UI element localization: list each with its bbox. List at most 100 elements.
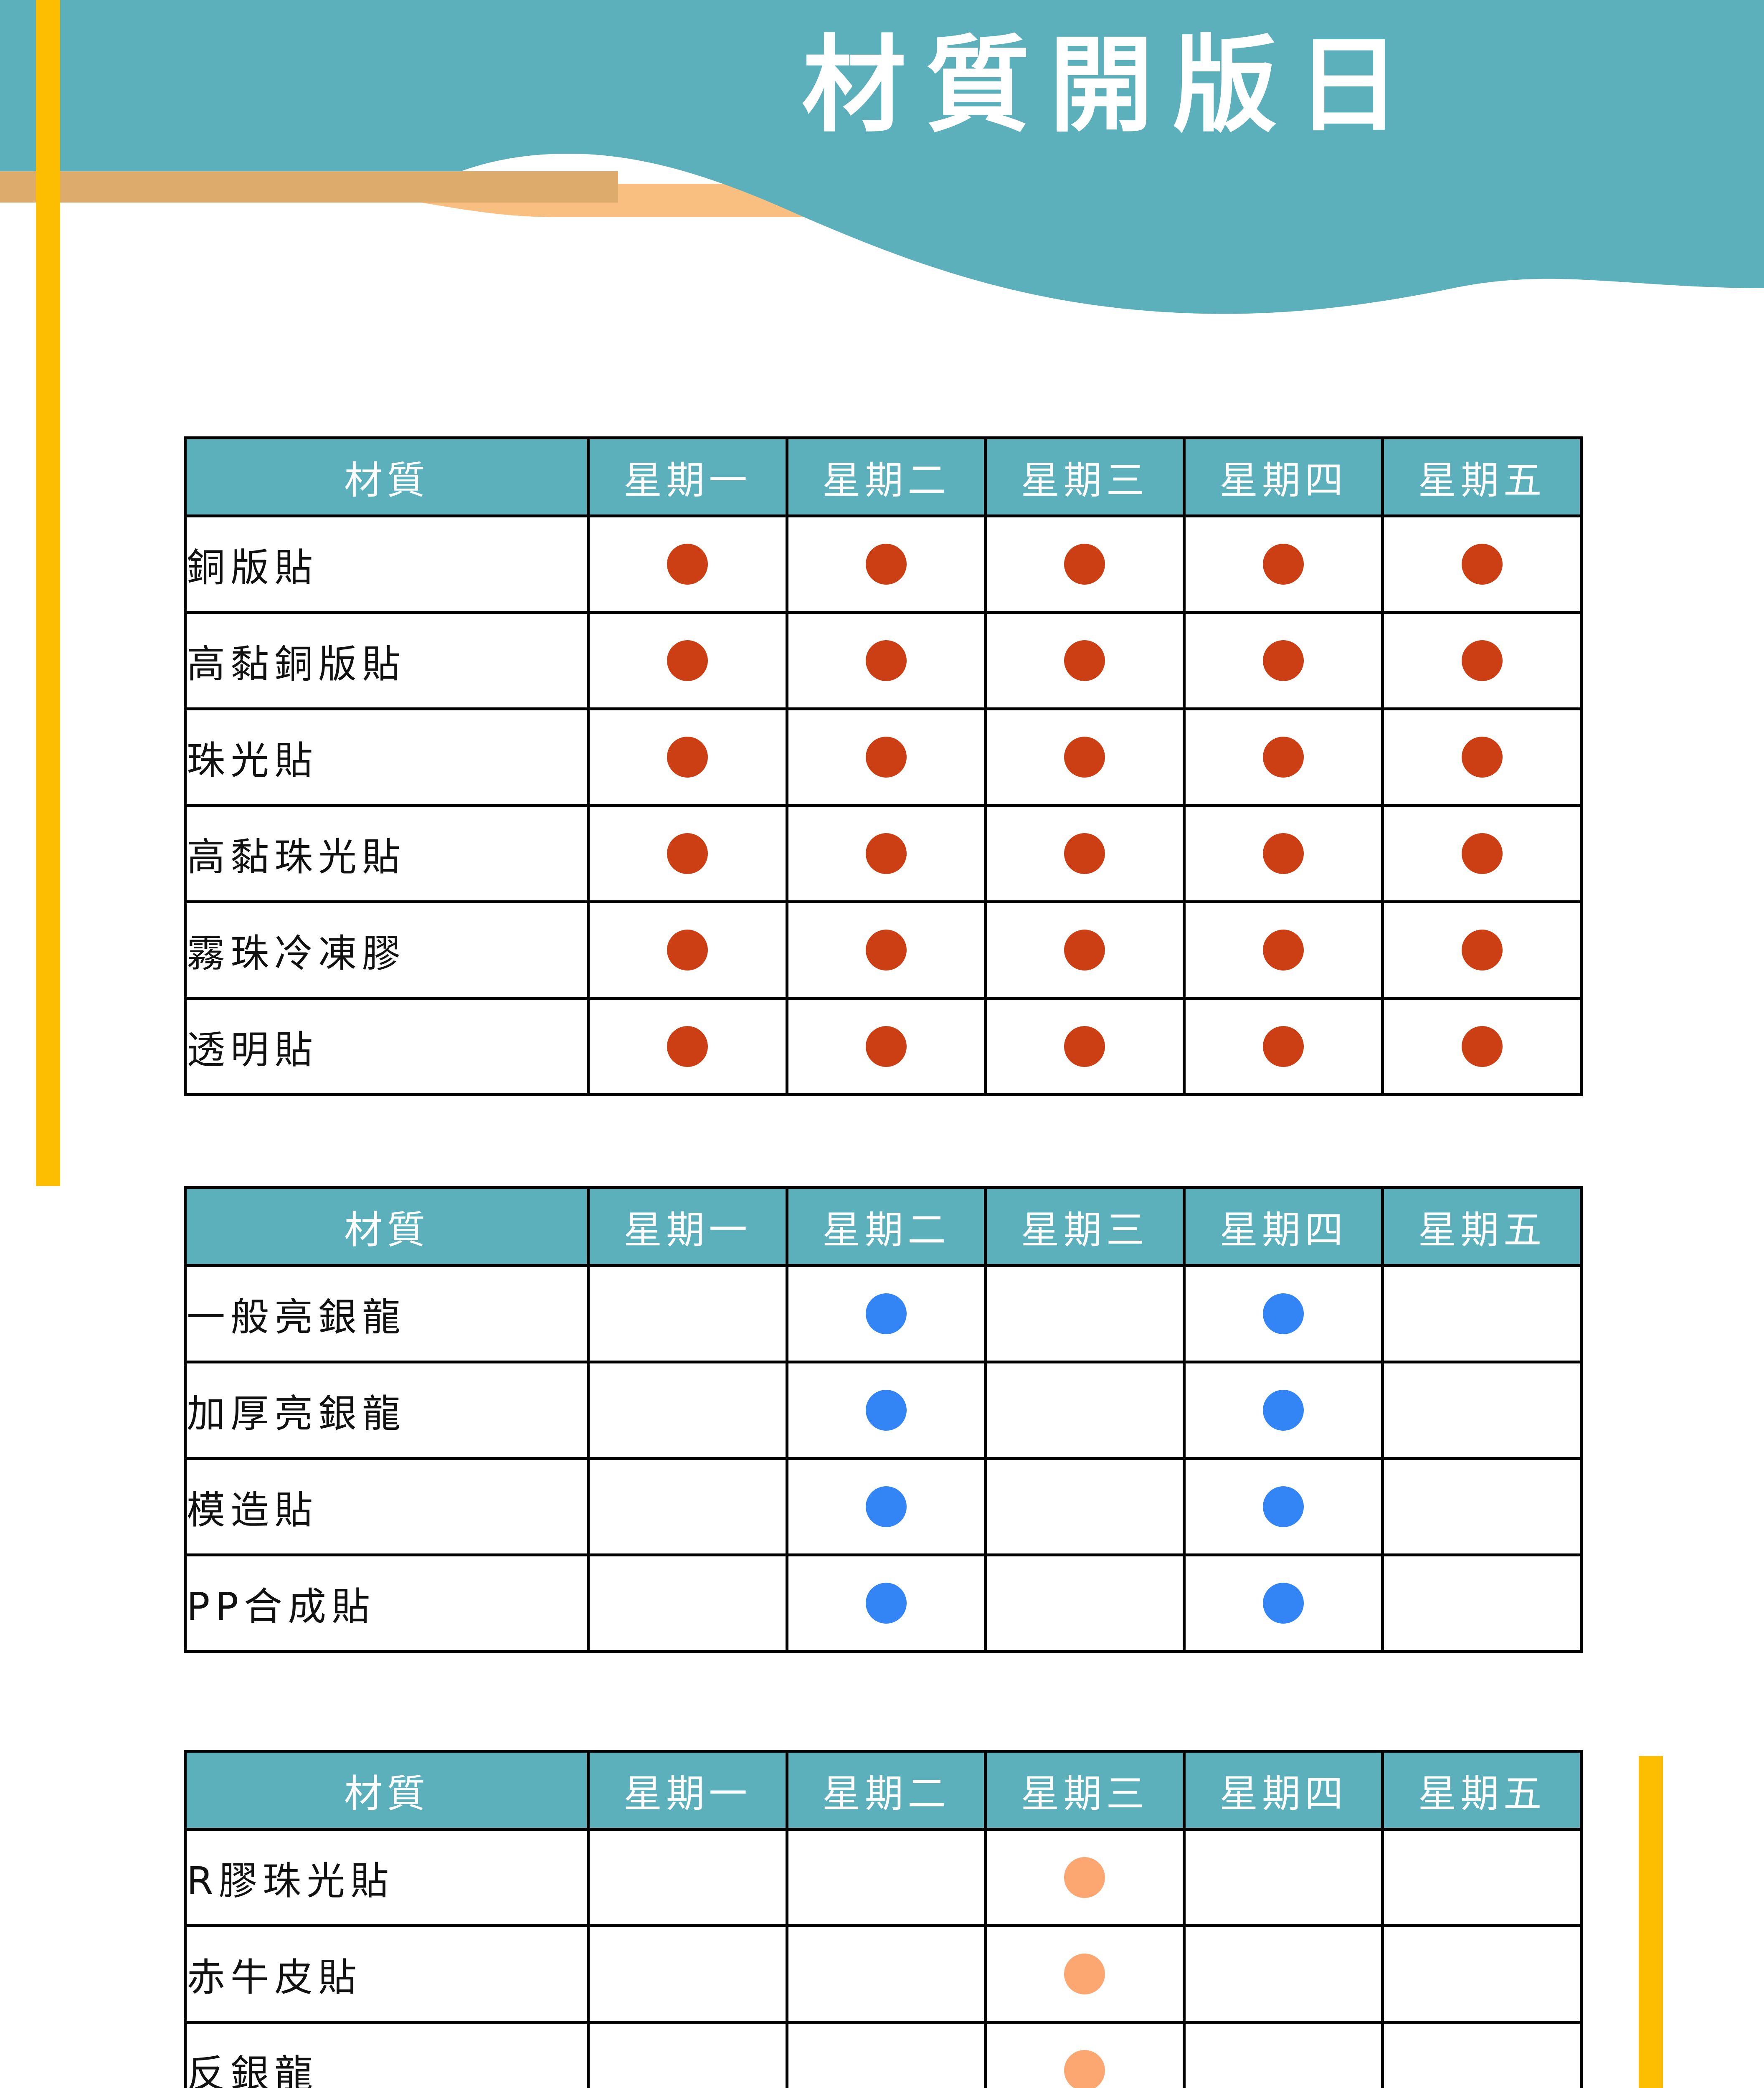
teal-header-shape [0,0,1764,314]
table-1-grid: 材質 星期一 星期二 星期三 星期四 星期五 銅版貼 高黏銅版貼 珠光貼 高黏珠光貼霧… [184,436,1583,1096]
day-cell [1182,2021,1384,2088]
day-cell [587,1924,788,2024]
schedule-table-3: 材質 星期一 星期二 星期三 星期四 星期五 R膠珠光貼赤牛皮貼反銀龍素面雷射貼 [184,1750,1583,2088]
day-cell [984,611,1186,710]
table-3-body: R膠珠光貼赤牛皮貼反銀龍素面雷射貼 [184,1828,1583,2088]
schedule-table-1: 材質 星期一 星期二 星期三 星期四 星期五 銅版貼 高黏銅版貼 珠光貼 高黏珠光貼霧… [184,436,1583,1096]
table-row: R膠珠光貼 [184,1828,1583,1927]
material-label: 反銀龍 [184,2021,590,2088]
day-cell [1381,1457,1583,1556]
day-cell [785,2021,987,2088]
day-cell [1182,1553,1384,1653]
table-2-body: 一般亮銀龍 加厚亮銀龍 模造貼 PP合成貼 [184,1264,1583,1653]
table-1-body: 銅版貼 高黏銅版貼 珠光貼 高黏珠光貼 霧珠冷凍膠 透明貼 [184,514,1583,1096]
table-2-grid: 材質 星期一 星期二 星期三 星期四 星期五 一般亮銀龍 加厚亮銀龍 模造貼 PP合成… [184,1186,1583,1653]
column-header-wednesday: 星期三 [984,1750,1186,1831]
availability-dot-icon [1461,737,1503,778]
table-row: 一般亮銀龍 [184,1264,1583,1363]
day-cell [984,707,1186,807]
table-row: 高黏珠光貼 [184,804,1583,903]
day-cell [1381,804,1583,903]
availability-dot-icon [1263,1293,1304,1334]
availability-dot-icon [1263,1583,1304,1624]
availability-dot-icon [1263,544,1304,585]
column-header-friday: 星期五 [1381,1186,1583,1267]
availability-dot-icon [1064,1857,1105,1898]
availability-dot-icon [865,833,907,874]
table-row: 模造貼 [184,1457,1583,1556]
day-cell [587,514,788,614]
day-cell [984,2021,1186,2088]
column-header-tuesday: 星期二 [785,1750,987,1831]
availability-dot-icon [1263,640,1304,681]
availability-dot-icon [1461,833,1503,874]
day-cell [1381,997,1583,1096]
availability-dot-icon [865,1583,907,1624]
column-header-thursday: 星期四 [1182,436,1384,517]
day-cell [1182,1457,1384,1556]
table-row: 高黏銅版貼 [184,611,1583,710]
day-cell [587,1361,788,1460]
day-cell [785,1828,987,1927]
availability-dot-icon [865,1390,907,1431]
day-cell [984,804,1186,903]
day-cell [1182,611,1384,710]
day-cell [1182,1924,1384,2024]
table-row: 珠光貼 [184,707,1583,807]
day-cell [984,1924,1186,2024]
day-cell [1381,1828,1583,1927]
availability-dot-icon [667,640,708,681]
day-cell [587,997,788,1096]
availability-dot-icon [865,1293,907,1334]
availability-dot-icon [865,737,907,778]
material-label: 銅版貼 [184,514,590,614]
day-cell [1182,1828,1384,1927]
availability-dot-icon [1064,640,1105,681]
material-label: 一般亮銀龍 [184,1264,590,1363]
day-cell [984,1361,1186,1460]
day-cell [587,1553,788,1653]
availability-dot-icon [1461,544,1503,585]
table-row: PP合成貼 [184,1553,1583,1653]
day-cell [587,2021,788,2088]
day-cell [785,1264,987,1363]
availability-dot-icon [865,544,907,585]
material-label: 高黏銅版貼 [184,611,590,710]
column-header-wednesday: 星期三 [984,436,1186,517]
column-header-friday: 星期五 [1381,1750,1583,1831]
day-cell [587,1457,788,1556]
column-header-wednesday: 星期三 [984,1186,1186,1267]
material-label: PP合成貼 [184,1553,590,1653]
availability-dot-icon [1064,833,1105,874]
availability-dot-icon [865,1026,907,1067]
availability-dot-icon [865,1486,907,1527]
day-cell [587,1264,788,1363]
table-header-row: 材質 星期一 星期二 星期三 星期四 星期五 [184,1750,1583,1831]
day-cell [984,997,1186,1096]
availability-dot-icon [1263,930,1304,971]
column-header-material: 材質 [184,1186,590,1267]
availability-dot-icon [865,640,907,681]
day-cell [1381,1361,1583,1460]
day-cell [785,900,987,1000]
material-label: 霧珠冷凍膠 [184,900,590,1000]
day-cell [1182,707,1384,807]
day-cell [984,1457,1186,1556]
table-row: 霧珠冷凍膠 [184,900,1583,1000]
day-cell [984,1553,1186,1653]
day-cell [1182,997,1384,1096]
availability-dot-icon [1064,1026,1105,1067]
column-header-material: 材質 [184,436,590,517]
material-label: 珠光貼 [184,707,590,807]
schedule-table-2: 材質 星期一 星期二 星期三 星期四 星期五 一般亮銀龍 加厚亮銀龍 模造貼 PP合成… [184,1186,1583,1653]
right-yellow-bar [1639,1756,1663,2088]
table-row: 透明貼 [184,997,1583,1096]
availability-dot-icon [1461,930,1503,971]
availability-dot-icon [1461,1026,1503,1067]
availability-dot-icon [667,833,708,874]
day-cell [785,1361,987,1460]
day-cell [587,1828,788,1927]
day-cell [984,1828,1186,1927]
availability-dot-icon [1064,2050,1105,2088]
availability-dot-icon [1064,1954,1105,1994]
